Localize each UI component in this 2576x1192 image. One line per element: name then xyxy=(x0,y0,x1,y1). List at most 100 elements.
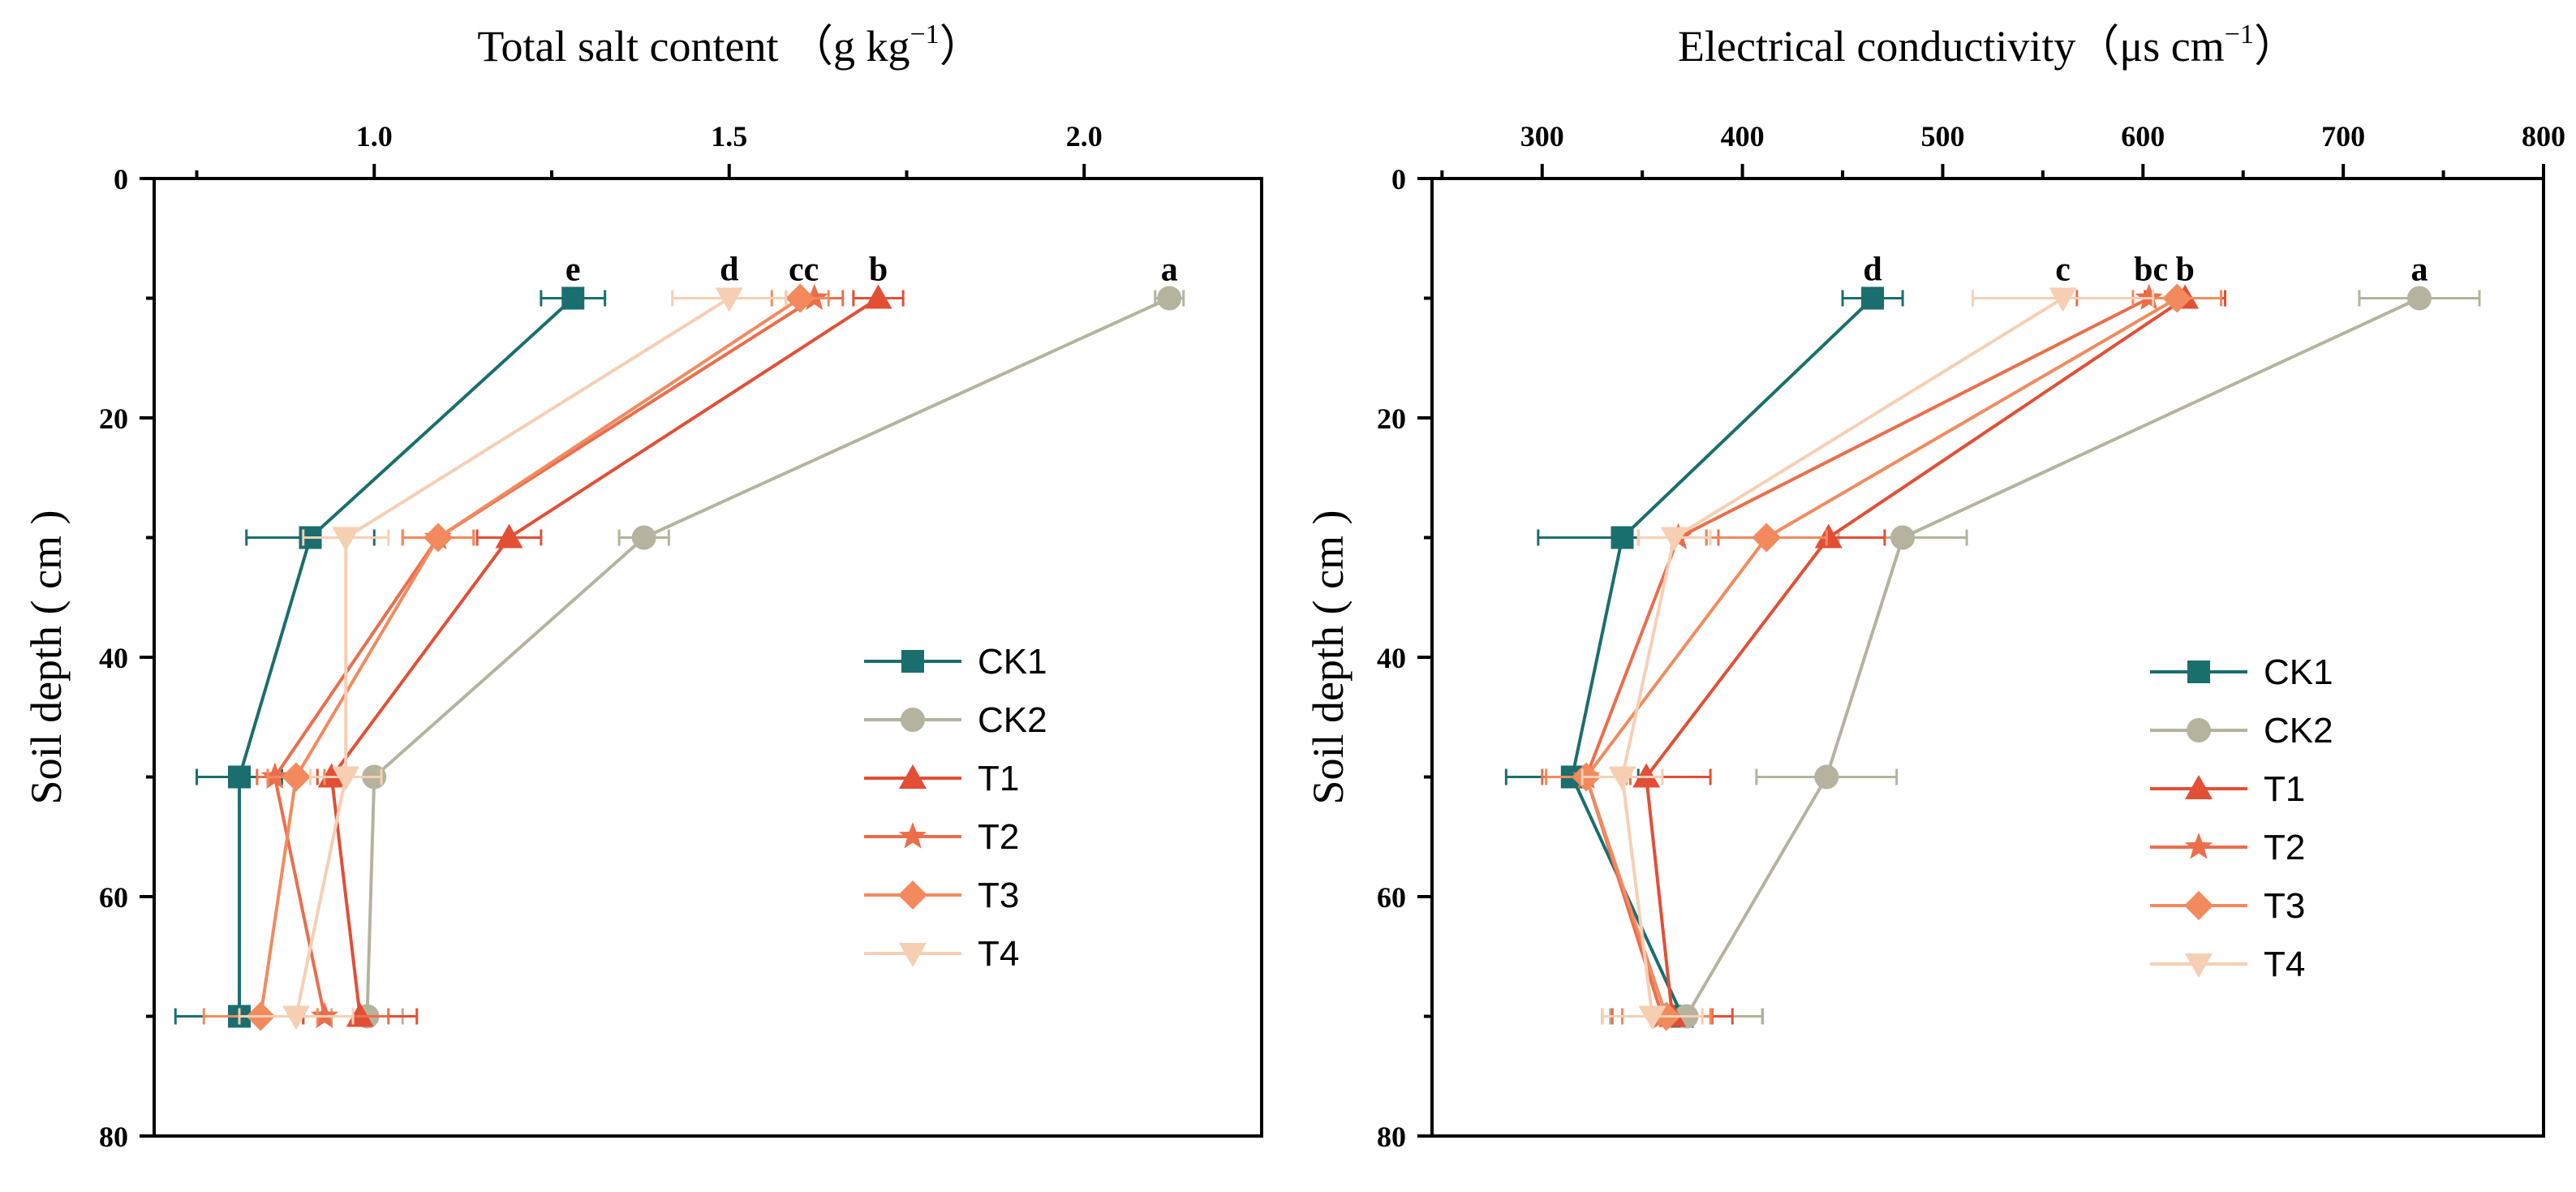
legend-label: CK1 xyxy=(2264,652,2333,692)
series-line-t2 xyxy=(1584,296,2150,1018)
x-tick-label: 400 xyxy=(1721,120,1765,153)
series-t1 xyxy=(302,284,905,1027)
x-tick-label: 600 xyxy=(2121,120,2165,153)
series-t4 xyxy=(1580,287,2155,1031)
chart-title-main: Electrical conductivity（μs cm xyxy=(1678,22,2225,71)
legend-label: T2 xyxy=(2264,828,2305,867)
data-point-t1 xyxy=(1632,763,1661,788)
series-line-ck1 xyxy=(1570,297,1874,1018)
y-tick-label: 20 xyxy=(1377,402,1406,435)
data-point-t4 xyxy=(1608,766,1636,791)
y-tick-label: 80 xyxy=(99,1121,128,1153)
chart-title: Electrical conductivity（μs cm−1） xyxy=(1678,19,2298,71)
legend-label: T3 xyxy=(978,876,1019,915)
chart-title-superscript: −1 xyxy=(910,19,939,49)
legend-label: T3 xyxy=(2264,886,2305,926)
legend-marker xyxy=(2185,953,2213,978)
data-point-t4 xyxy=(332,766,360,791)
x-tick-label: 300 xyxy=(1520,120,1564,153)
legend-marker xyxy=(899,943,927,967)
legend-marker xyxy=(898,822,927,849)
legend-marker xyxy=(898,880,927,910)
data-point-t4 xyxy=(715,287,743,312)
significance-label: d xyxy=(1863,252,1881,289)
y-tick-label: 0 xyxy=(114,163,128,196)
series-line-t4 xyxy=(295,296,730,1017)
data-point-t4 xyxy=(282,1005,310,1031)
legend-label: T4 xyxy=(978,934,1019,974)
data-point-t2 xyxy=(310,1001,339,1029)
legend-marker xyxy=(901,708,925,732)
significance-label: e xyxy=(566,252,581,289)
y-axis-label: Soil depth ( cm ) xyxy=(1304,510,1353,805)
data-point-t4 xyxy=(1660,527,1688,552)
y-tick-label: 60 xyxy=(1377,881,1406,914)
data-point-ck2 xyxy=(2406,286,2432,311)
legend-label: CK2 xyxy=(2264,711,2333,751)
data-point-t4 xyxy=(332,527,360,552)
y-tick-label: 0 xyxy=(1391,163,1406,196)
data-point-t1 xyxy=(864,284,892,309)
data-point-t4 xyxy=(2049,287,2077,312)
data-point-ck2 xyxy=(1157,286,1182,311)
chart-title-main: Total salt content （g kg xyxy=(477,22,910,71)
series-line-t3 xyxy=(1584,296,2178,1018)
significance-label: b xyxy=(2175,252,2194,289)
series-line-t1 xyxy=(1645,296,2187,1017)
series-t2 xyxy=(1541,283,2223,1029)
significance-label: b xyxy=(869,252,888,289)
legend-marker xyxy=(2184,833,2213,859)
series-t4 xyxy=(238,287,788,1031)
legend-label: T4 xyxy=(2264,945,2305,984)
data-point-ck2 xyxy=(1890,525,1916,550)
data-point-t4 xyxy=(1638,1005,1666,1031)
series-ck2 xyxy=(1609,286,2481,1029)
data-point-ck1 xyxy=(228,765,251,789)
electrical-conductivity-panel: Electrical conductivity（μs cm−1） Soil dep… xyxy=(1304,19,2565,1153)
legend-marker xyxy=(2185,775,2213,799)
legend-label: T1 xyxy=(978,759,1019,798)
significance-label: d xyxy=(720,252,738,289)
series-line-t4 xyxy=(1620,296,2064,1017)
legend-marker xyxy=(2184,891,2213,920)
significance-label: a xyxy=(1161,252,1178,289)
data-point-t1 xyxy=(1814,523,1843,549)
chart-title-superscript: −1 xyxy=(2225,19,2254,49)
y-tick-label: 60 xyxy=(99,881,128,914)
legend-marker xyxy=(899,764,927,789)
series-line-ck1 xyxy=(238,297,574,1017)
chart-title-end: ） xyxy=(940,22,983,71)
significance-label: a xyxy=(2410,252,2428,289)
data-point-t1 xyxy=(495,523,523,549)
data-point-t2 xyxy=(800,283,828,311)
data-point-ck1 xyxy=(1861,286,1885,310)
legend-label: T2 xyxy=(978,817,1019,857)
data-point-t2 xyxy=(2135,283,2163,311)
y-tick-label: 80 xyxy=(1377,1121,1406,1153)
x-tick-label: 1.5 xyxy=(711,120,747,153)
series-t3 xyxy=(202,283,830,1031)
data-point-t3 xyxy=(424,523,453,553)
x-tick-label: 1.0 xyxy=(356,120,393,153)
significance-label: cc xyxy=(789,252,819,289)
data-point-ck2 xyxy=(631,525,656,550)
series-line-ck2 xyxy=(365,296,1171,1017)
series-line-t2 xyxy=(273,296,815,1017)
series-ck1 xyxy=(174,286,607,1028)
total-salt-panel: Total salt content （g kg−1） Soil depth ( … xyxy=(22,19,1263,1153)
y-tick-label: 40 xyxy=(99,642,128,674)
chart-title-end: ） xyxy=(2254,22,2298,71)
legend-marker xyxy=(901,650,924,673)
x-tick-label: 2.0 xyxy=(1066,120,1103,153)
data-point-t3 xyxy=(785,283,815,313)
x-tick-label: 700 xyxy=(2321,120,2365,153)
legend-marker xyxy=(2187,661,2210,683)
legend-label: CK2 xyxy=(978,700,1047,740)
data-point-t2 xyxy=(260,762,289,790)
x-tick-label: 500 xyxy=(1920,120,1964,153)
legend: CK1 CK2 T1 T2 T3 T4 xyxy=(864,642,1047,974)
series-line-t1 xyxy=(329,296,879,1017)
legend: CK1 CK2 T1 T2 T3 T4 xyxy=(2150,652,2333,984)
series-ck2 xyxy=(330,286,1185,1029)
